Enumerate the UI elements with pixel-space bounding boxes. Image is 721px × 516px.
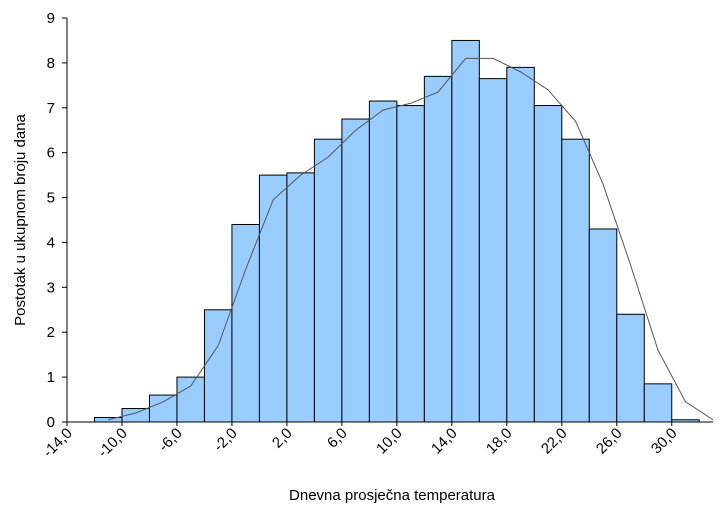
y-tick-label: 0 bbox=[47, 414, 55, 431]
bar bbox=[286, 172, 315, 423]
x-tick-label: 30,0 bbox=[648, 425, 681, 458]
y-tick-label: 6 bbox=[47, 145, 55, 162]
x-tick-label: 18,0 bbox=[483, 425, 516, 458]
bar bbox=[176, 376, 205, 423]
bar bbox=[643, 383, 673, 423]
y-tick-label: 5 bbox=[47, 190, 55, 207]
x-tick-label: 26,0 bbox=[593, 425, 626, 458]
bar bbox=[368, 100, 398, 423]
y-tick-label: 8 bbox=[47, 55, 55, 72]
bar bbox=[148, 394, 178, 423]
x-tick-label: 10,0 bbox=[373, 425, 406, 458]
bar bbox=[313, 138, 343, 423]
x-tick-label: 14,0 bbox=[428, 425, 461, 458]
x-tick-label: -2,0 bbox=[210, 425, 240, 455]
y-tick-label: 3 bbox=[47, 279, 55, 296]
bar bbox=[396, 105, 425, 423]
x-tick-label: -6,0 bbox=[155, 425, 185, 455]
y-tick-label: 9 bbox=[47, 10, 55, 27]
bar bbox=[506, 66, 535, 423]
bar bbox=[423, 75, 453, 423]
bar bbox=[533, 105, 563, 423]
bar bbox=[341, 118, 370, 423]
bar bbox=[203, 309, 233, 423]
bar bbox=[258, 174, 288, 423]
x-tick-label: 2,0 bbox=[269, 425, 296, 452]
y-tick-label: 7 bbox=[47, 100, 55, 117]
bar bbox=[451, 39, 480, 423]
x-tick-label: -10,0 bbox=[95, 425, 131, 461]
bar bbox=[231, 223, 260, 423]
x-tick-label: -14,0 bbox=[40, 425, 76, 461]
x-tick-label: 6,0 bbox=[324, 425, 351, 452]
bar bbox=[478, 78, 508, 423]
bar bbox=[588, 228, 618, 423]
trend-line bbox=[108, 57, 714, 421]
y-tick-label: 4 bbox=[47, 234, 55, 251]
x-axis-title: Dnevna prosječna temperatura bbox=[289, 487, 496, 504]
x-tick-label: 22,0 bbox=[538, 425, 571, 458]
y-axis-title: Postotak u ukupnom broju dana bbox=[12, 113, 29, 325]
bar bbox=[561, 138, 590, 423]
y-tick-label: 2 bbox=[47, 324, 55, 341]
bar bbox=[616, 313, 645, 423]
y-tick-label: 1 bbox=[47, 369, 55, 386]
